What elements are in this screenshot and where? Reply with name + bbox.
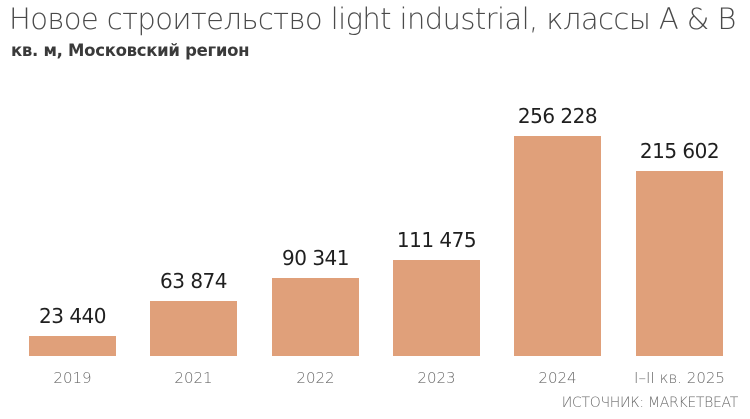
bar-4 [514, 136, 601, 356]
category-label: 2021 [174, 369, 213, 387]
category-label: 2022 [296, 369, 335, 387]
chart-title: Новое строительство light industrial, кл… [9, 2, 736, 36]
value-label: 63 874 [160, 269, 227, 293]
bar-3 [393, 260, 480, 356]
bar-2 [272, 278, 359, 356]
category-label: 2023 [417, 369, 456, 387]
bar-0 [29, 336, 116, 356]
chart-subtitle: кв. м, Московский регион [11, 41, 250, 60]
value-label: 90 341 [282, 246, 349, 270]
bar-1 [150, 301, 237, 356]
value-label: 256 228 [517, 104, 598, 128]
bar-5 [636, 171, 723, 356]
category-label: 2024 [538, 369, 577, 387]
value-label: 23 440 [39, 304, 106, 328]
source-note: ИСТОЧНИК: MARKETBEAT [561, 395, 739, 411]
category-label: 2019 [53, 369, 92, 387]
category-label: I–II кв. 2025 [634, 369, 725, 387]
value-label: 111 475 [396, 228, 477, 252]
value-label: 215 602 [639, 139, 720, 163]
